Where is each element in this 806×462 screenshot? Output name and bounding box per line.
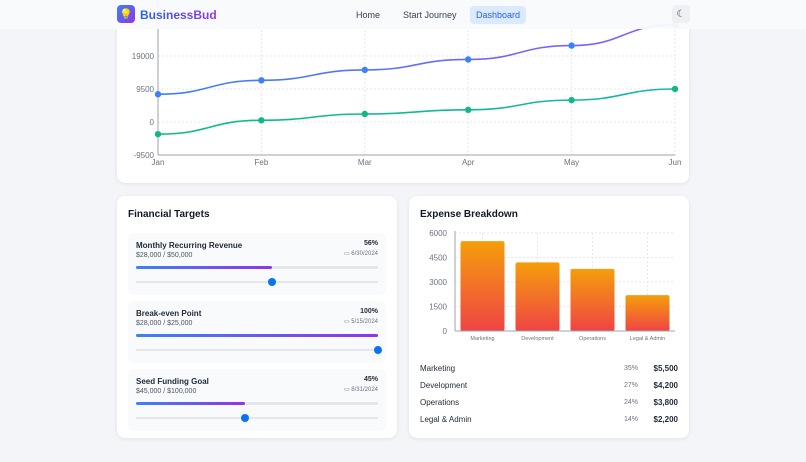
- expense-value: $5,500: [653, 364, 678, 373]
- expense-percent: 24%: [623, 399, 638, 406]
- calendar-icon: ▭: [343, 319, 352, 325]
- financial-targets-card: Financial Targets Monthly Recurring Reve…: [117, 196, 397, 438]
- x-tick-label: Operations: [579, 336, 606, 342]
- target-date: ▭ 8/31/2024: [344, 386, 378, 393]
- x-tick-label: Mar: [358, 158, 372, 167]
- target-slider[interactable]: [136, 414, 378, 422]
- target-name: Monthly Recurring Revenue: [136, 241, 243, 250]
- x-tick-label: Jan: [152, 158, 165, 167]
- expense-percent: 14%: [623, 416, 638, 423]
- y-tick-label: 3000: [429, 278, 447, 287]
- data-point: [258, 77, 265, 84]
- target-percent: 56%: [363, 240, 378, 247]
- target-progress-fill: [136, 334, 378, 337]
- target-percent: 45%: [363, 376, 378, 383]
- series-line: [157, 23, 676, 96]
- y-tick-label: 19000: [132, 52, 155, 61]
- x-tick-label: Development: [521, 336, 554, 342]
- target-progress-bar: [136, 402, 378, 405]
- nav-home[interactable]: Home: [356, 10, 381, 20]
- target-progress-fill: [136, 402, 245, 405]
- data-point: [568, 42, 575, 49]
- data-point: [465, 56, 472, 63]
- target-progress-bar: [136, 266, 378, 269]
- y-tick-label: 9500: [136, 85, 154, 94]
- theme-toggle-button[interactable]: ☾: [672, 5, 690, 23]
- target-item: Monthly Recurring Revenue $28,000 / $50,…: [128, 233, 386, 295]
- slider-handle[interactable]: [374, 346, 382, 354]
- expense-label: Operations: [420, 398, 460, 407]
- bar-chart: 0 1500 3000 4500 6000 Marketing Development Ope…: [429, 229, 675, 342]
- x-tick-label: Marketing: [470, 336, 494, 342]
- lightbulb-icon[interactable]: 💡: [117, 5, 135, 23]
- calendar-icon: ▭: [343, 251, 352, 257]
- expense-percent: 27%: [623, 382, 638, 389]
- target-progress-bar: [136, 334, 378, 337]
- target-date: ▭ 5/15/2024: [344, 318, 378, 325]
- x-tick-label: Legal & Admin: [630, 336, 665, 342]
- target-date-text: 5/15/2024: [351, 319, 378, 325]
- target-amount: $28,000 / $50,000: [136, 252, 193, 259]
- x-tick-label: May: [564, 158, 579, 167]
- expense-value: $4,200: [653, 381, 678, 390]
- target-item: Break-even Point $28,000 / $25,000 100% …: [128, 301, 386, 363]
- bar: [515, 262, 560, 331]
- expense-row: Marketing 35% $5,500: [420, 364, 678, 373]
- data-point: [361, 110, 368, 118]
- expense-value: $3,800: [653, 398, 678, 407]
- expense-label: Development: [420, 381, 468, 390]
- data-point: [361, 66, 368, 74]
- y-tick-label: 0: [150, 118, 155, 127]
- target-progress-fill: [136, 266, 272, 269]
- y-tick-label: -9500: [134, 151, 155, 160]
- nav-dashboard[interactable]: Dashboard: [470, 6, 527, 24]
- bar: [460, 241, 505, 331]
- x-tick-label: Apr: [462, 158, 475, 167]
- x-tick-label: Jun: [669, 158, 682, 167]
- expense-row: Legal & Admin 14% $2,200: [420, 415, 678, 424]
- brand-name[interactable]: BusinessBud: [140, 8, 217, 22]
- target-date: ▭ 6/30/2024: [344, 250, 378, 257]
- data-point: [258, 117, 265, 124]
- expense-row: Development 27% $4,200: [420, 381, 678, 390]
- y-tick-label: 6000: [429, 229, 447, 238]
- expense-row: Operations 24% $3,800: [420, 398, 678, 407]
- x-tick-label: Feb: [255, 158, 269, 167]
- target-date-text: 8/31/2024: [351, 387, 378, 393]
- data-point: [568, 96, 575, 104]
- bar: [570, 268, 615, 331]
- target-name: Break-even Point: [136, 309, 202, 318]
- target-name: Seed Funding Goal: [136, 377, 209, 386]
- bar: [625, 295, 670, 331]
- target-amount: $28,000 / $25,000: [136, 320, 193, 327]
- target-slider[interactable]: [136, 278, 378, 286]
- data-point: [154, 130, 162, 138]
- expense-label: Legal & Admin: [420, 415, 472, 424]
- y-tick-label: 4500: [429, 254, 447, 263]
- expense-breakdown-card: Expense Breakdown 0 1500 3000 4500 6000 Marke…: [409, 196, 689, 438]
- expense-breakdown-title: Expense Breakdown: [420, 209, 518, 220]
- target-slider[interactable]: [136, 346, 382, 354]
- nav-start-journey[interactable]: Start Journey: [403, 10, 457, 20]
- top-nav: 💡 BusinessBud Home Start Journey Dashboa…: [0, 0, 806, 29]
- calendar-icon: ▭: [343, 387, 352, 393]
- y-tick-label: 0: [443, 327, 448, 336]
- target-percent: 100%: [360, 308, 378, 315]
- expense-label: Marketing: [420, 364, 456, 373]
- cashflow-chart-card: -9500 0 9500 19000 Jan Feb Mar Apr May Jun: [117, 0, 689, 183]
- data-point: [154, 91, 162, 98]
- target-amount: $45,000 / $100,000: [136, 388, 197, 395]
- target-date-text: 6/30/2024: [351, 251, 378, 257]
- slider-handle[interactable]: [240, 414, 249, 422]
- series-line: [157, 88, 676, 135]
- moon-icon: ☾: [676, 8, 686, 20]
- slider-handle[interactable]: [267, 278, 276, 286]
- data-point: [465, 106, 472, 114]
- expense-value: $2,200: [653, 415, 678, 424]
- data-point: [671, 85, 679, 93]
- target-item: Seed Funding Goal $45,000 / $100,000 45%…: [128, 369, 386, 431]
- expense-percent: 35%: [623, 365, 638, 372]
- financial-targets-title: Financial Targets: [128, 209, 210, 220]
- y-tick-label: 1500: [429, 303, 447, 312]
